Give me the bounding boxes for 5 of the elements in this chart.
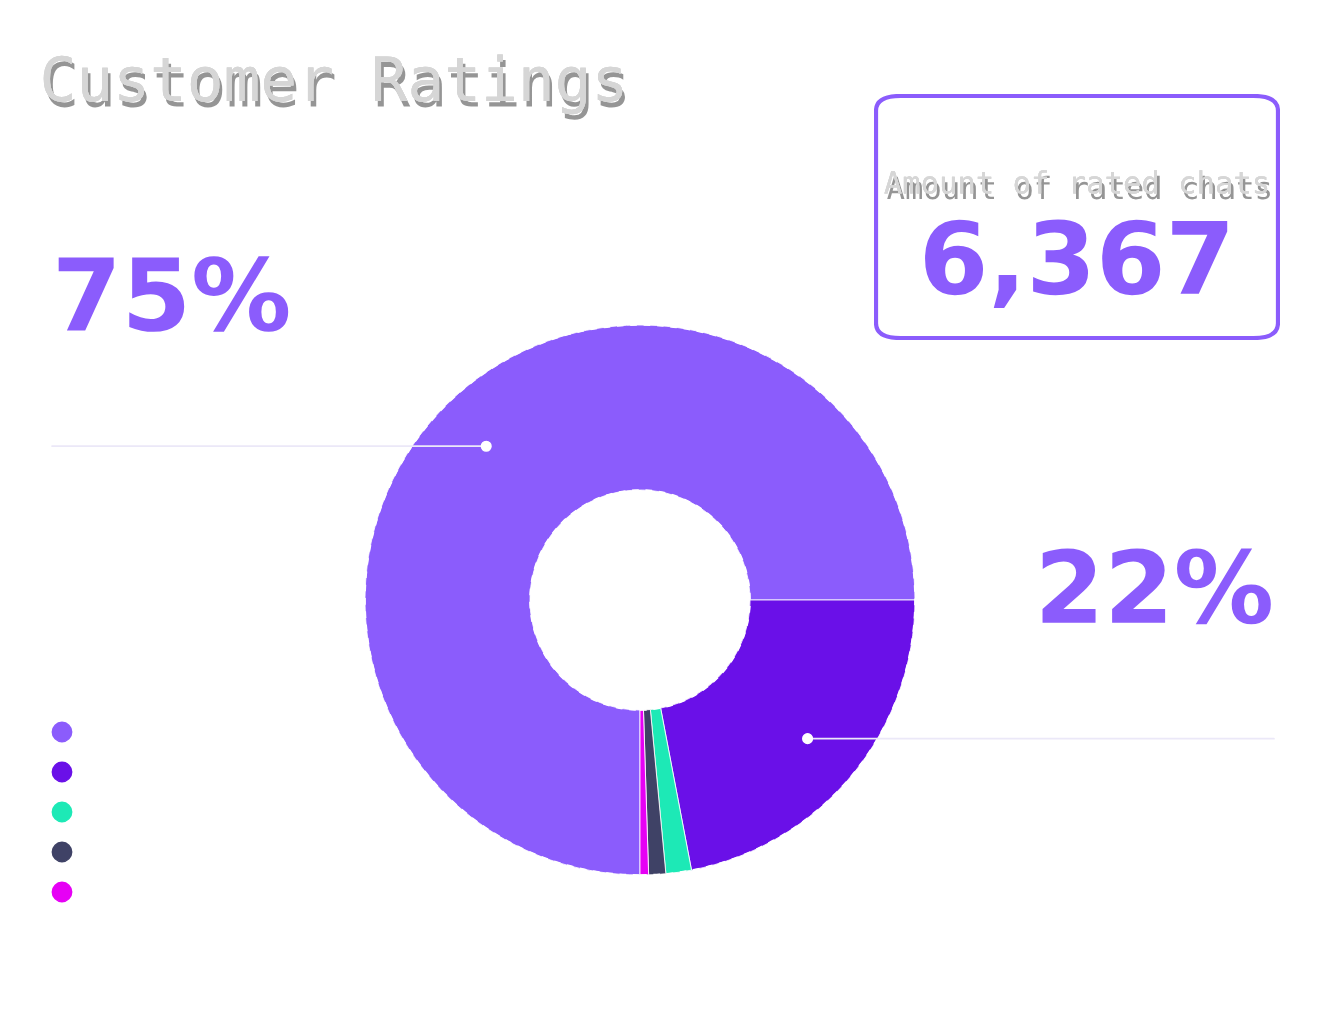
text: Amount of rated chats (884, 170, 1270, 200)
data-label: 75% (58, 256, 289, 332)
text: 6,367 (925, 219, 1228, 308)
data-label: 22% (1042, 548, 1271, 625)
chart-title: Customer Ratings (43, 54, 625, 120)
